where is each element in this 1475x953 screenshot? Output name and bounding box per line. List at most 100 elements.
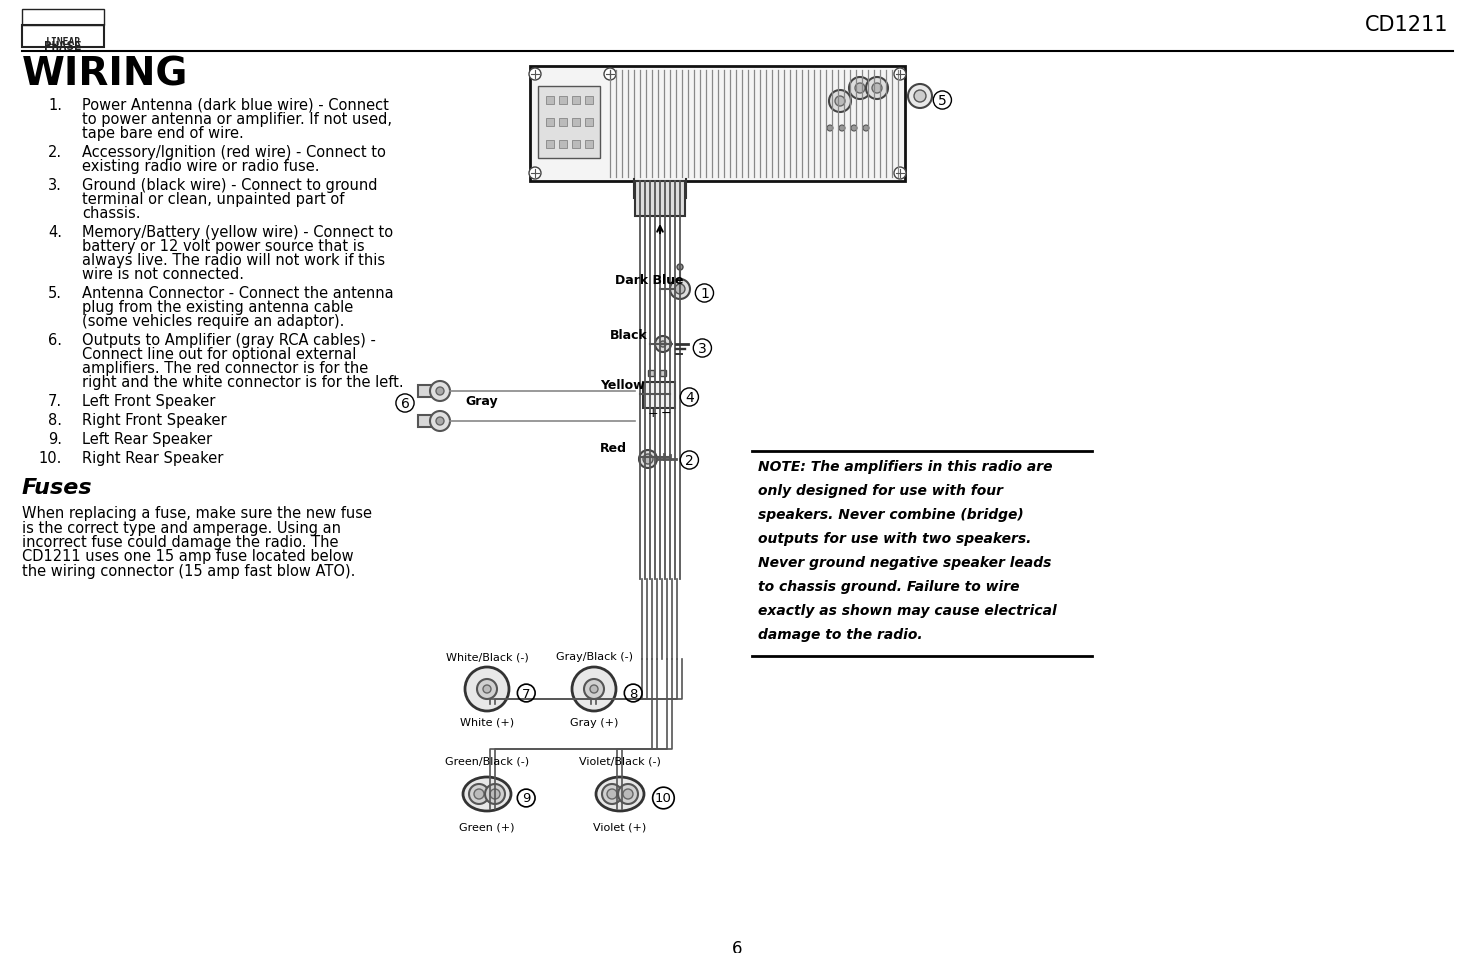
Circle shape	[850, 78, 872, 100]
Bar	[659, 371, 667, 376]
Text: 8: 8	[628, 687, 637, 700]
Circle shape	[872, 84, 882, 94]
Text: 7.: 7.	[47, 394, 62, 409]
Circle shape	[659, 341, 667, 348]
Text: Fuses: Fuses	[22, 477, 93, 497]
Ellipse shape	[463, 778, 510, 811]
Text: 9: 9	[522, 792, 531, 804]
Text: 4.: 4.	[49, 225, 62, 240]
Circle shape	[894, 168, 906, 180]
Text: NOTE: The amplifiers in this radio are: NOTE: The amplifiers in this radio are	[758, 459, 1053, 474]
Text: incorrect fuse could damage the radio. The: incorrect fuse could damage the radio. T…	[22, 535, 338, 550]
Circle shape	[465, 667, 509, 711]
Text: Antenna Connector - Connect the antenna: Antenna Connector - Connect the antenna	[83, 286, 394, 301]
Text: Green (+): Green (+)	[459, 822, 515, 832]
Text: When replacing a fuse, make sure the new fuse: When replacing a fuse, make sure the new…	[22, 505, 372, 520]
Circle shape	[572, 667, 617, 711]
Text: 1.: 1.	[49, 98, 62, 112]
Circle shape	[618, 784, 639, 804]
Circle shape	[677, 265, 683, 271]
Bar	[636, 182, 684, 216]
Text: Black: Black	[611, 329, 648, 341]
Text: damage to the radio.: damage to the radio.	[758, 627, 923, 641]
Text: battery or 12 volt power source that is: battery or 12 volt power source that is	[83, 239, 364, 253]
Bar	[559, 97, 566, 105]
Circle shape	[584, 679, 603, 700]
Circle shape	[676, 285, 684, 294]
Circle shape	[863, 126, 869, 132]
Text: CD1211: CD1211	[1364, 15, 1448, 35]
Circle shape	[655, 336, 671, 353]
Text: Right Rear Speaker: Right Rear Speaker	[83, 451, 223, 465]
Circle shape	[855, 84, 864, 94]
Text: speakers. Never combine (bridge): speakers. Never combine (bridge)	[758, 507, 1024, 521]
Circle shape	[839, 126, 845, 132]
Circle shape	[473, 789, 484, 800]
Text: 6: 6	[732, 939, 742, 953]
Circle shape	[469, 784, 490, 804]
Text: chassis.: chassis.	[83, 206, 140, 221]
Bar	[417, 386, 440, 397]
Bar	[546, 141, 555, 149]
Circle shape	[851, 126, 857, 132]
Circle shape	[490, 789, 500, 800]
Circle shape	[608, 789, 617, 800]
Text: is the correct type and amperage. Using an: is the correct type and amperage. Using …	[22, 520, 341, 535]
Text: tape bare end of wire.: tape bare end of wire.	[83, 126, 243, 141]
Bar	[22, 26, 105, 48]
Text: 10: 10	[655, 792, 673, 804]
Text: to power antenna or amplifier. If not used,: to power antenna or amplifier. If not us…	[83, 112, 392, 127]
Bar	[572, 119, 580, 127]
Bar	[586, 97, 593, 105]
Text: Violet (+): Violet (+)	[593, 822, 646, 832]
Text: amplifiers. The red connector is for the: amplifiers. The red connector is for the	[83, 360, 369, 375]
Circle shape	[530, 168, 541, 180]
Text: right and the white connector is for the left.: right and the white connector is for the…	[83, 375, 404, 390]
Circle shape	[909, 85, 932, 109]
Text: Gray/Black (-): Gray/Black (-)	[556, 651, 633, 661]
Circle shape	[485, 784, 504, 804]
Bar	[538, 87, 600, 159]
Text: Dark Blue: Dark Blue	[615, 274, 683, 287]
Bar	[546, 119, 555, 127]
Text: Never ground negative speaker leads: Never ground negative speaker leads	[758, 556, 1052, 569]
Circle shape	[829, 91, 851, 112]
Text: always live. The radio will not work if this: always live. The radio will not work if …	[83, 253, 385, 268]
Bar	[643, 382, 676, 409]
Bar	[559, 141, 566, 149]
Text: exactly as shown may cause electrical: exactly as shown may cause electrical	[758, 603, 1056, 618]
Circle shape	[622, 789, 633, 800]
Circle shape	[530, 69, 541, 81]
Text: Red: Red	[600, 441, 627, 455]
Text: White (+): White (+)	[460, 718, 515, 727]
Circle shape	[835, 97, 845, 107]
Bar	[586, 141, 593, 149]
Text: 1: 1	[701, 287, 709, 301]
Text: wire is not connected.: wire is not connected.	[83, 267, 243, 282]
Text: White/Black (-): White/Black (-)	[445, 651, 528, 661]
Text: Connect line out for optional external: Connect line out for optional external	[83, 347, 357, 361]
Text: −: −	[661, 407, 671, 419]
Text: Left Rear Speaker: Left Rear Speaker	[83, 432, 212, 447]
Bar	[648, 371, 653, 376]
Text: 5: 5	[938, 94, 947, 108]
Text: 5.: 5.	[49, 286, 62, 301]
Bar	[559, 119, 566, 127]
Text: the wiring connector (15 amp fast blow ATO).: the wiring connector (15 amp fast blow A…	[22, 563, 355, 578]
Text: (some vehicles require an adaptor).: (some vehicles require an adaptor).	[83, 314, 344, 329]
Text: Green/Black (-): Green/Black (-)	[445, 757, 530, 766]
Bar	[572, 97, 580, 105]
Text: LINEAR: LINEAR	[46, 37, 81, 47]
Circle shape	[437, 388, 444, 395]
Text: Memory/Battery (yellow wire) - Connect to: Memory/Battery (yellow wire) - Connect t…	[83, 225, 394, 240]
Circle shape	[590, 685, 597, 693]
Text: Outputs to Amplifier (gray RCA cables) -: Outputs to Amplifier (gray RCA cables) -	[83, 333, 376, 348]
Text: 2: 2	[684, 454, 693, 468]
Text: plug from the existing antenna cable: plug from the existing antenna cable	[83, 299, 353, 314]
Text: Gray: Gray	[465, 395, 497, 408]
Text: only designed for use with four: only designed for use with four	[758, 483, 1003, 497]
Text: 8.: 8.	[49, 413, 62, 428]
Text: Left Front Speaker: Left Front Speaker	[83, 394, 215, 409]
Bar	[572, 141, 580, 149]
Circle shape	[827, 126, 833, 132]
